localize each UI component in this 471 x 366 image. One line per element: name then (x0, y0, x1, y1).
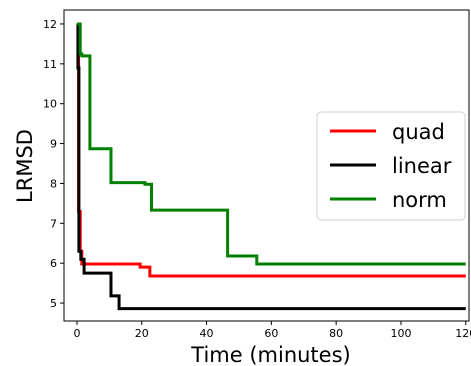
series-line-norm (76, 22, 466, 266)
legend-label-quad: quad (392, 120, 445, 144)
legend-label-linear: linear (392, 154, 452, 178)
y-tick-label: 9 (50, 138, 57, 151)
series-line-linear (76, 22, 466, 311)
x-tick-label: 60 (264, 327, 278, 340)
x-tick-label: 100 (390, 327, 411, 340)
y-axis-title: LRMSD (13, 129, 37, 203)
legend-label-norm: norm (392, 188, 447, 212)
plot-lines (76, 22, 466, 311)
y-tick-label: 12 (43, 18, 57, 31)
x-axis-title: Time (minutes) (190, 343, 350, 366)
x-axis: 0 20 40 60 80 100 120 (73, 321, 471, 340)
y-tick-label: 11 (43, 58, 57, 71)
legend: quad linear norm (316, 111, 466, 221)
y-tick-label: 7 (50, 217, 57, 230)
x-tick-label: 20 (135, 327, 149, 340)
legend-box (316, 111, 466, 221)
x-tick-label: 80 (329, 327, 343, 340)
y-tick-label: 5 (50, 297, 57, 310)
x-tick-label: 40 (200, 327, 214, 340)
plot-frame (63, 9, 470, 322)
x-tick-label: 0 (73, 327, 80, 340)
y-tick-label: 6 (50, 257, 57, 270)
y-tick-label: 10 (43, 98, 57, 111)
y-tick-label: 8 (50, 177, 57, 190)
x-tick-label: 120 (455, 327, 471, 340)
y-axis: 5 6 7 8 9 10 11 12 (43, 18, 64, 310)
